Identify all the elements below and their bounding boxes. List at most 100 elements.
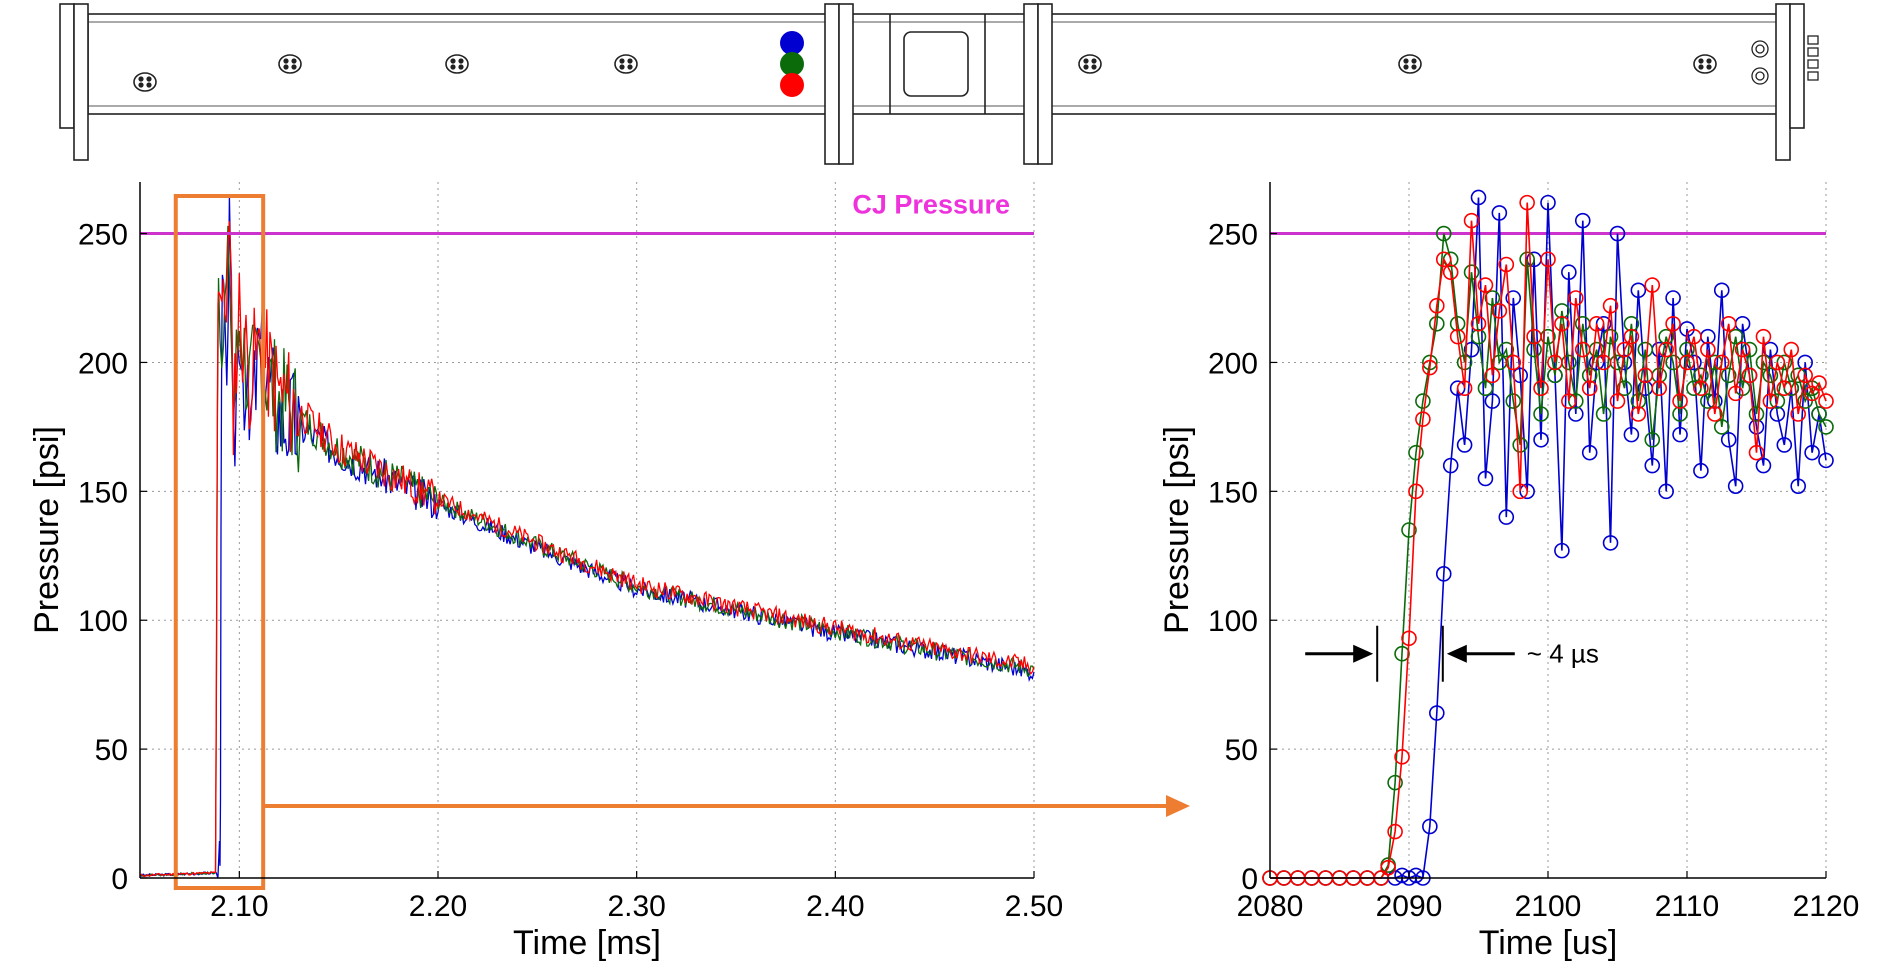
data-point-blue xyxy=(1797,354,1813,371)
data-point-green xyxy=(1727,328,1744,345)
series-line-green xyxy=(139,225,1035,878)
optical-window xyxy=(903,31,969,97)
data-point-green xyxy=(1762,367,1779,384)
data-point-red xyxy=(1707,406,1723,422)
data-point-blue xyxy=(1470,189,1487,206)
x-tick-label: 2.20 xyxy=(409,890,467,923)
data-point-blue xyxy=(1720,431,1737,448)
data-point-red xyxy=(1449,328,1466,345)
data-point-blue xyxy=(1498,509,1515,525)
data-point-red xyxy=(1547,354,1563,371)
port-4-icon xyxy=(614,54,638,74)
chart-right-zoomed: 2080 2090 2100 2110 2120 0 50 100 150 200 250 ~ 4 … xyxy=(1158,182,1859,962)
right-axes: 2080 2090 2100 2110 2120 0 50 100 150 200 250 xyxy=(1208,182,1859,923)
x-tick-label: 2.40 xyxy=(806,890,864,923)
data-point-red xyxy=(1609,393,1626,409)
sensor-dot-red xyxy=(780,73,804,97)
port-7-icon xyxy=(1693,54,1717,74)
sensor-dot-green xyxy=(780,52,804,76)
data-point-green xyxy=(1429,315,1445,332)
x-tick-label: 2.50 xyxy=(1005,890,1063,923)
data-point-red xyxy=(1442,264,1459,281)
data-point-red xyxy=(1741,367,1758,384)
data-point-blue xyxy=(1776,437,1793,453)
data-point-red xyxy=(1401,630,1417,647)
x-tick-label: 2120 xyxy=(1793,890,1860,923)
data-point-blue xyxy=(1609,225,1626,242)
data-point-red xyxy=(1755,328,1772,345)
data-point-red xyxy=(1540,251,1556,268)
data-point-red xyxy=(1533,380,1549,397)
data-point-green xyxy=(1644,431,1661,448)
data-point-red xyxy=(1679,354,1695,371)
series-line-red xyxy=(139,221,1035,877)
x-tick-label: 2.30 xyxy=(607,890,665,923)
data-point-red xyxy=(1477,277,1494,293)
data-point-red xyxy=(1429,297,1445,314)
left-y-axis-title: Pressure [psi] xyxy=(28,426,66,634)
y-tick-label: 50 xyxy=(95,734,128,767)
data-point-green xyxy=(1463,264,1480,281)
series-line-blue xyxy=(139,196,1035,879)
flange-2 xyxy=(824,3,840,165)
left-grid xyxy=(140,182,1035,879)
sensor-dot-blue xyxy=(780,31,804,55)
series-red xyxy=(139,221,1035,877)
data-point-blue xyxy=(1519,483,1535,500)
data-point-green xyxy=(1498,341,1515,358)
data-point-green xyxy=(1637,341,1654,358)
data-point-red xyxy=(1463,212,1480,229)
data-point-red xyxy=(1797,367,1813,384)
flange-3 xyxy=(838,3,854,165)
y-tick-label: 100 xyxy=(1208,605,1258,638)
data-point-red xyxy=(1588,315,1605,332)
data-point-red xyxy=(1602,297,1619,314)
data-point-blue xyxy=(1790,478,1806,494)
data-point-blue xyxy=(1435,566,1452,582)
flange-5 xyxy=(1037,3,1053,165)
data-point-green xyxy=(1470,328,1487,345)
data-point-blue xyxy=(1727,478,1744,494)
sensor-ports xyxy=(133,54,1717,92)
data-point-green xyxy=(1547,367,1563,384)
data-point-blue xyxy=(1693,462,1709,479)
x-tick-label: 2.10 xyxy=(210,890,268,923)
data-point-blue xyxy=(1533,431,1549,448)
data-point-green xyxy=(1623,315,1640,332)
data-point-red xyxy=(1422,359,1438,376)
y-tick-label: 250 xyxy=(1208,219,1258,252)
data-point-blue xyxy=(1769,406,1786,422)
data-point-blue xyxy=(1477,470,1494,487)
data-point-blue xyxy=(1602,535,1619,551)
y-tick-label: 0 xyxy=(111,863,128,896)
data-point-green xyxy=(1519,251,1535,268)
data-point-green xyxy=(1533,406,1549,422)
data-point-blue xyxy=(1644,457,1661,474)
data-point-red xyxy=(1519,194,1535,211)
data-point-green xyxy=(1435,225,1452,242)
data-point-blue xyxy=(1505,290,1522,306)
data-point-red xyxy=(1484,367,1501,384)
data-point-red xyxy=(1672,393,1688,409)
zoom-connector-arrow xyxy=(263,795,1190,817)
data-point-red xyxy=(1693,380,1709,397)
data-point-red xyxy=(1581,380,1598,397)
data-point-blue xyxy=(1748,419,1765,435)
data-point-red xyxy=(1408,483,1424,500)
data-point-red xyxy=(1498,256,1515,273)
data-point-red xyxy=(1595,354,1612,371)
data-point-blue xyxy=(1581,444,1598,461)
data-point-red xyxy=(1700,341,1716,358)
data-point-blue xyxy=(1755,457,1772,474)
y-tick-label: 250 xyxy=(78,219,128,252)
data-point-green xyxy=(1512,437,1528,453)
x-tick-label: 2090 xyxy=(1376,890,1443,923)
data-point-red xyxy=(1415,411,1431,427)
data-point-red xyxy=(1387,823,1403,840)
data-point-red xyxy=(1790,406,1806,422)
data-point-red xyxy=(1435,251,1452,268)
data-point-blue xyxy=(1456,437,1473,453)
data-point-green xyxy=(1602,328,1619,345)
data-point-red xyxy=(1783,341,1800,358)
data-point-blue xyxy=(1623,426,1640,443)
